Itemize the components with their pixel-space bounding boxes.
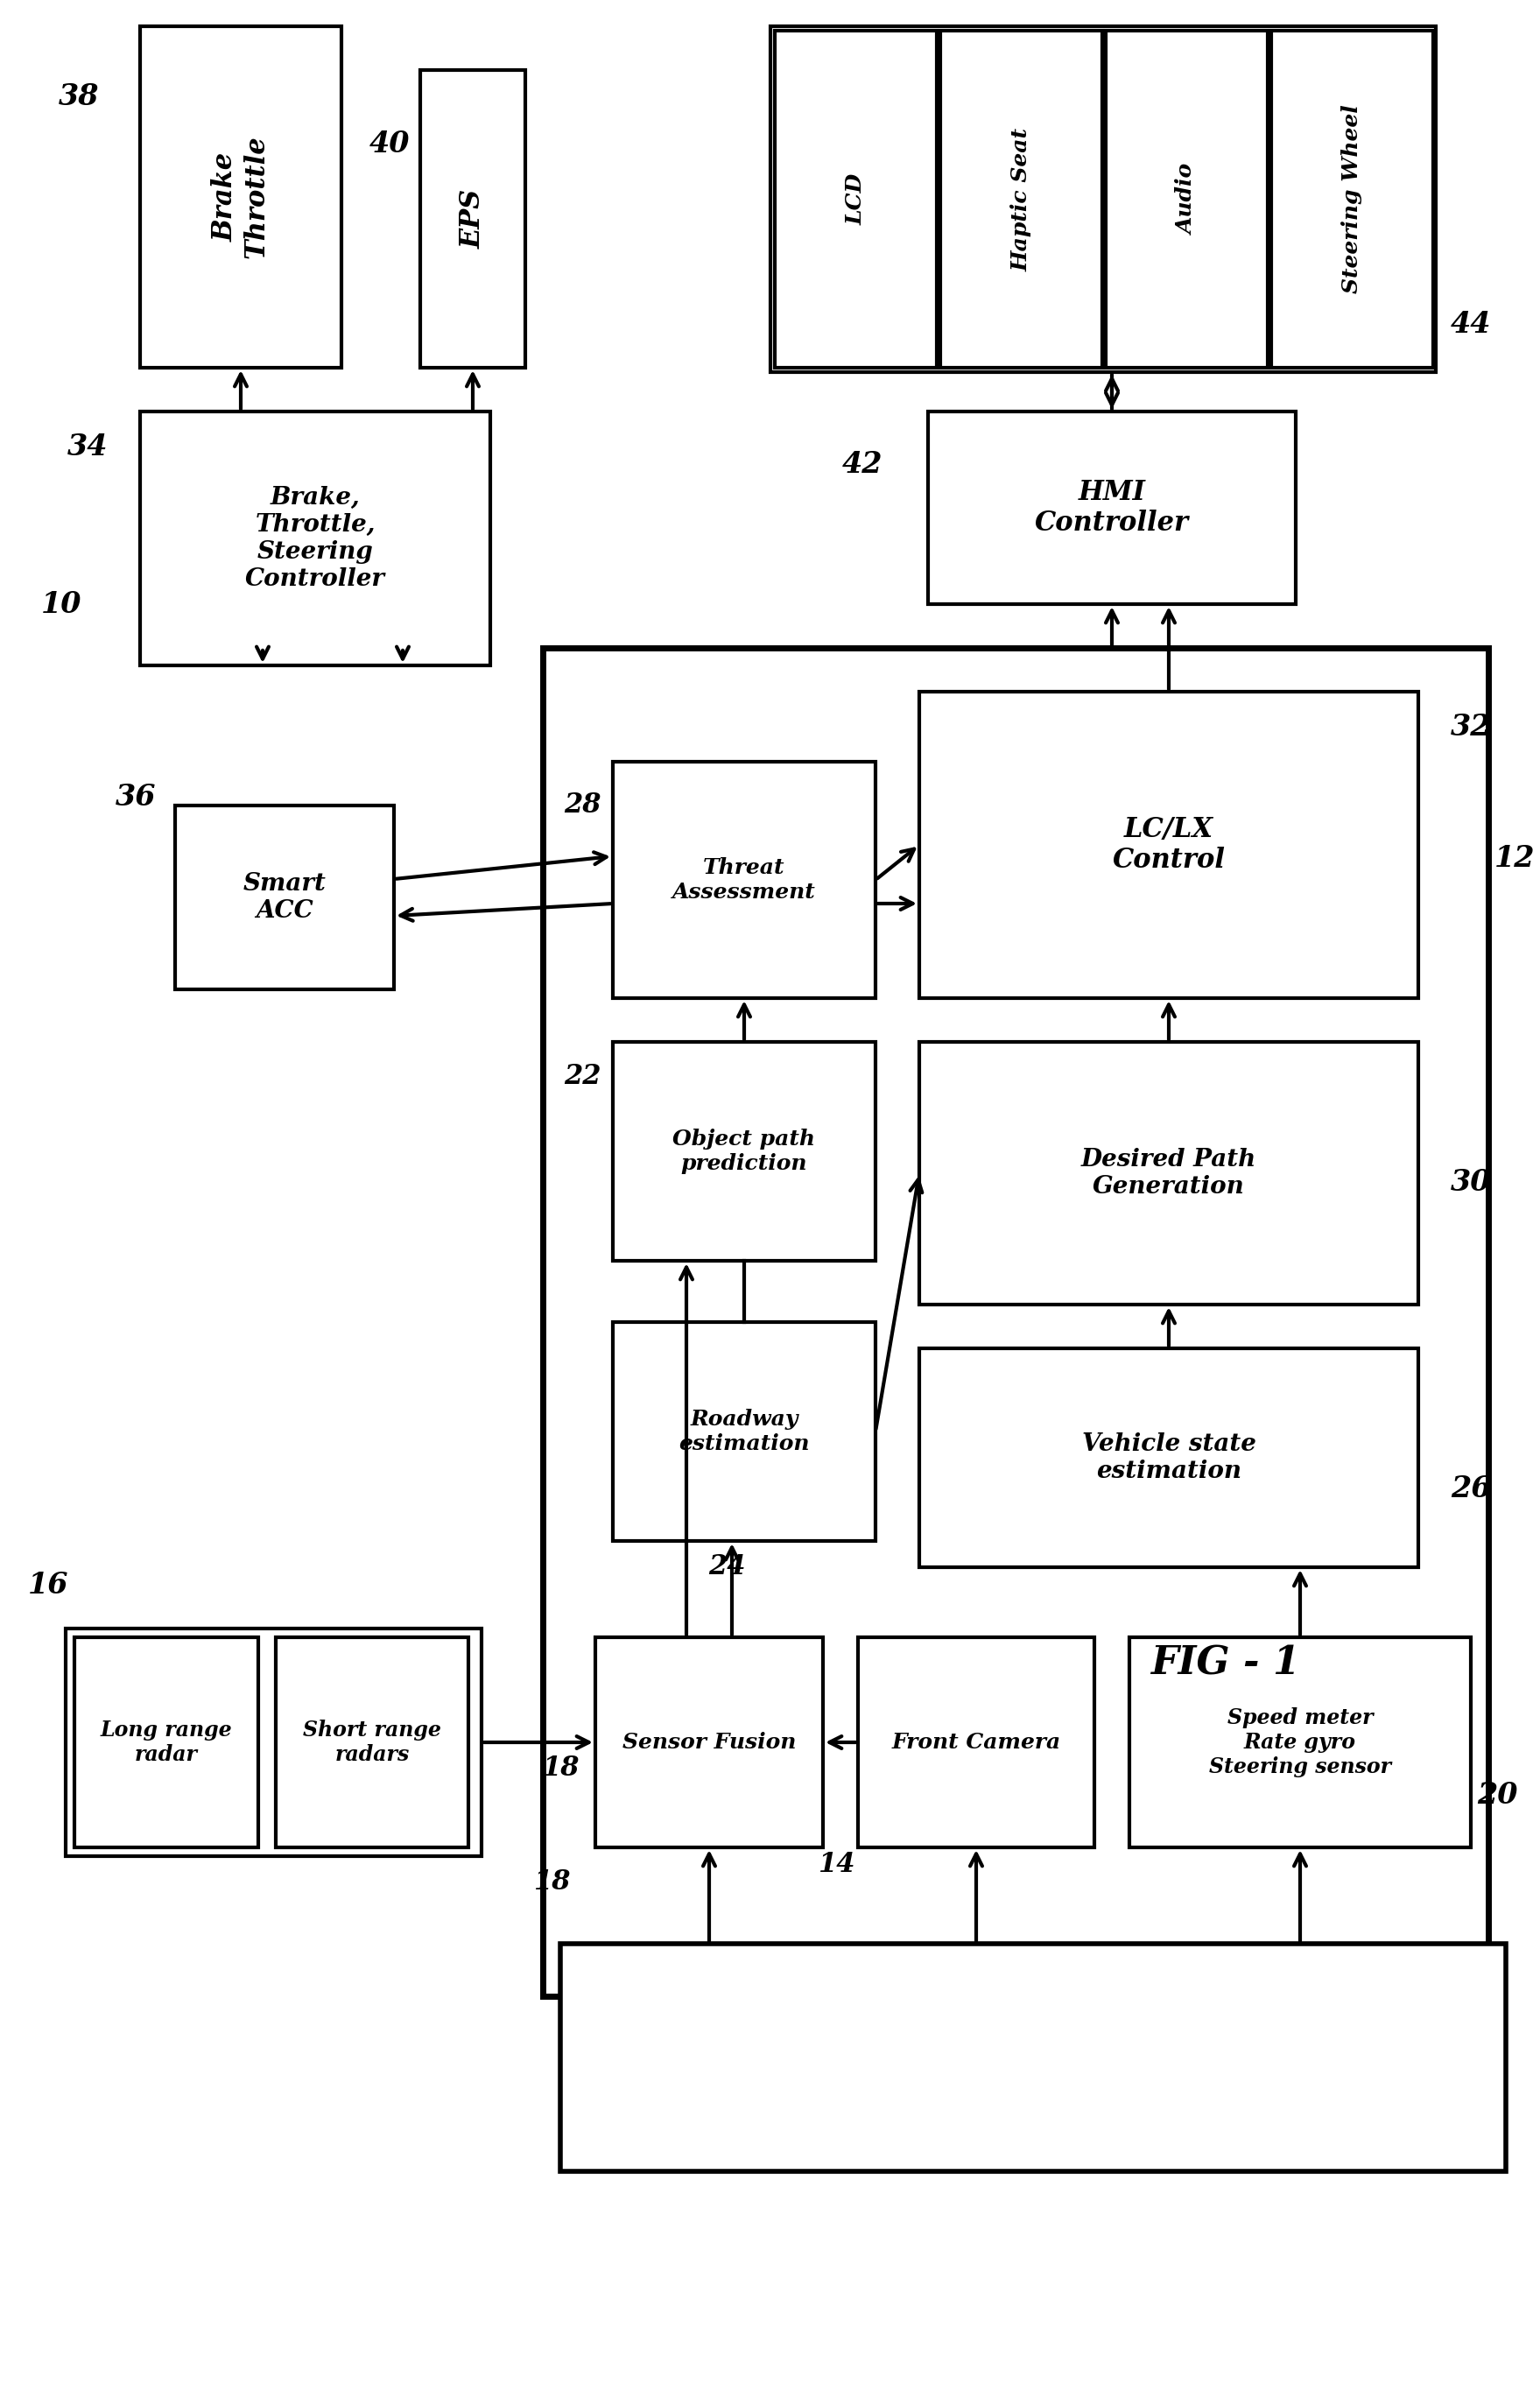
Text: FIG - 1: FIG - 1 bbox=[1150, 1646, 1301, 1682]
Bar bbox=[919, 1042, 1418, 1304]
Bar bbox=[74, 1636, 259, 1848]
Text: Threat
Assessment: Threat Assessment bbox=[673, 857, 816, 902]
Bar bbox=[858, 1636, 1095, 1848]
Bar bbox=[919, 691, 1418, 998]
Text: Vehicle state
estimation: Vehicle state estimation bbox=[1081, 1432, 1255, 1482]
Text: EPS: EPS bbox=[459, 190, 487, 248]
Bar bbox=[542, 647, 1488, 1997]
Bar bbox=[1106, 31, 1267, 368]
Text: Roadway
estimation: Roadway estimation bbox=[679, 1410, 810, 1453]
Text: 14: 14 bbox=[818, 1850, 855, 1879]
Text: Brake,
Throttle,
Steering
Controller: Brake, Throttle, Steering Controller bbox=[245, 486, 385, 592]
Text: 22: 22 bbox=[564, 1063, 601, 1090]
Text: Steering Wheel: Steering Wheel bbox=[1341, 106, 1363, 294]
Bar bbox=[140, 26, 342, 368]
Text: 40: 40 bbox=[370, 130, 410, 159]
Bar bbox=[596, 1636, 822, 1848]
Bar bbox=[1270, 31, 1434, 368]
Bar bbox=[176, 806, 394, 989]
Text: 28: 28 bbox=[564, 792, 601, 818]
Bar bbox=[140, 411, 490, 666]
Text: 18: 18 bbox=[533, 1869, 570, 1896]
Text: LCD: LCD bbox=[845, 173, 867, 226]
Text: Speed meter
Rate gyro
Steering sensor: Speed meter Rate gyro Steering sensor bbox=[1209, 1708, 1391, 1778]
Bar bbox=[420, 70, 525, 368]
Text: Short range
radars: Short range radars bbox=[303, 1720, 440, 1766]
Text: 18: 18 bbox=[542, 1754, 579, 1783]
Text: Brake
Throttle: Brake Throttle bbox=[211, 135, 270, 257]
Text: Desired Path
Generation: Desired Path Generation bbox=[1081, 1148, 1257, 1198]
Text: 12: 12 bbox=[1494, 845, 1535, 873]
Bar bbox=[929, 411, 1295, 604]
Bar bbox=[613, 763, 876, 998]
Text: 44: 44 bbox=[1451, 310, 1491, 339]
Text: 42: 42 bbox=[842, 450, 882, 479]
Bar bbox=[66, 1629, 482, 1855]
Text: 10: 10 bbox=[42, 589, 82, 618]
Text: 36: 36 bbox=[115, 782, 156, 811]
Text: LC/LX
Control: LC/LX Control bbox=[1112, 816, 1226, 873]
Bar bbox=[770, 26, 1435, 373]
Bar bbox=[613, 1042, 876, 1261]
Text: 20: 20 bbox=[1477, 1780, 1517, 1809]
Text: Object path
prediction: Object path prediction bbox=[673, 1128, 816, 1174]
Bar bbox=[775, 31, 936, 368]
Bar bbox=[941, 31, 1103, 368]
Text: 30: 30 bbox=[1451, 1167, 1491, 1196]
Text: Sensor Fusion: Sensor Fusion bbox=[622, 1732, 796, 1754]
Text: Haptic Seat: Haptic Seat bbox=[1010, 128, 1032, 272]
Text: 26: 26 bbox=[1451, 1475, 1491, 1504]
Bar bbox=[613, 1321, 876, 1540]
Text: Audio: Audio bbox=[1177, 164, 1197, 236]
Bar bbox=[561, 1944, 1506, 2170]
Text: Front Camera: Front Camera bbox=[892, 1732, 1061, 1754]
Text: Long range
radar: Long range radar bbox=[100, 1720, 233, 1766]
Text: 32: 32 bbox=[1451, 712, 1491, 741]
Text: 24: 24 bbox=[708, 1554, 745, 1581]
Text: 38: 38 bbox=[59, 82, 99, 111]
Text: 16: 16 bbox=[28, 1571, 68, 1600]
Bar bbox=[276, 1636, 468, 1848]
Bar bbox=[1129, 1636, 1471, 1848]
Text: 34: 34 bbox=[68, 433, 108, 462]
Bar bbox=[919, 1347, 1418, 1566]
Text: HMI
Controller: HMI Controller bbox=[1035, 479, 1189, 537]
Text: Smart
ACC: Smart ACC bbox=[243, 871, 326, 924]
